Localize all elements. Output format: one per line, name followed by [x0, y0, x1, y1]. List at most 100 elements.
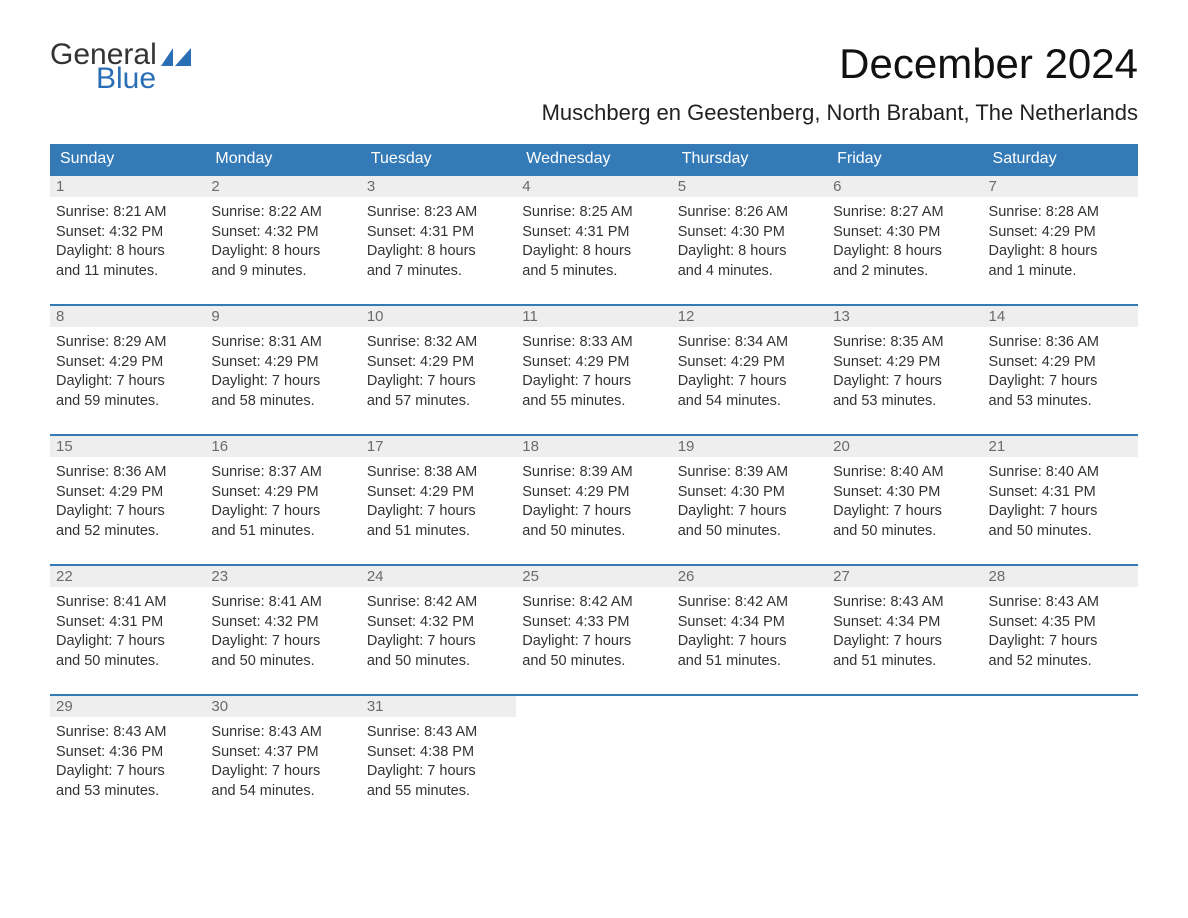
calendar-day-cell: 7Sunrise: 8:28 AMSunset: 4:29 PMDaylight…	[983, 174, 1138, 304]
calendar-day-cell	[983, 694, 1138, 824]
day-sunset: Sunset: 4:29 PM	[833, 353, 974, 373]
calendar-day-cell: 29Sunrise: 8:43 AMSunset: 4:36 PMDayligh…	[50, 694, 205, 824]
weekday-header: Sunday	[50, 144, 205, 174]
calendar-day-cell: 5Sunrise: 8:26 AMSunset: 4:30 PMDaylight…	[672, 174, 827, 304]
day-number: 26	[672, 566, 827, 587]
weekday-header: Wednesday	[516, 144, 671, 174]
day-sunset: Sunset: 4:29 PM	[522, 353, 663, 373]
flag-icon	[161, 48, 191, 66]
day-number: 25	[516, 566, 671, 587]
calendar-day-cell	[516, 694, 671, 824]
day-sunset: Sunset: 4:30 PM	[833, 223, 974, 243]
day-sunset: Sunset: 4:31 PM	[56, 613, 197, 633]
day-number: 29	[50, 696, 205, 717]
day-sunrise: Sunrise: 8:43 AM	[367, 723, 508, 743]
day-number: 23	[205, 566, 360, 587]
day-sunset: Sunset: 4:32 PM	[367, 613, 508, 633]
day-sunset: Sunset: 4:31 PM	[989, 483, 1130, 503]
day-sunrise: Sunrise: 8:29 AM	[56, 333, 197, 353]
day-sunrise: Sunrise: 8:43 AM	[56, 723, 197, 743]
day-dl1: Daylight: 7 hours	[678, 372, 819, 392]
day-details: Sunrise: 8:40 AMSunset: 4:30 PMDaylight:…	[827, 457, 982, 545]
day-dl2: and 59 minutes.	[56, 392, 197, 412]
day-sunrise: Sunrise: 8:21 AM	[56, 203, 197, 223]
day-details: Sunrise: 8:21 AMSunset: 4:32 PMDaylight:…	[50, 197, 205, 285]
day-dl1: Daylight: 7 hours	[522, 372, 663, 392]
day-dl2: and 50 minutes.	[367, 652, 508, 672]
calendar-day-cell: 6Sunrise: 8:27 AMSunset: 4:30 PMDaylight…	[827, 174, 982, 304]
day-dl2: and 55 minutes.	[367, 782, 508, 802]
day-number: 2	[205, 176, 360, 197]
day-sunset: Sunset: 4:29 PM	[989, 353, 1130, 373]
day-details: Sunrise: 8:39 AMSunset: 4:29 PMDaylight:…	[516, 457, 671, 545]
day-sunrise: Sunrise: 8:36 AM	[56, 463, 197, 483]
day-details: Sunrise: 8:42 AMSunset: 4:32 PMDaylight:…	[361, 587, 516, 675]
day-details: Sunrise: 8:28 AMSunset: 4:29 PMDaylight:…	[983, 197, 1138, 285]
day-sunset: Sunset: 4:30 PM	[678, 223, 819, 243]
calendar-day-cell: 15Sunrise: 8:36 AMSunset: 4:29 PMDayligh…	[50, 434, 205, 564]
day-dl1: Daylight: 7 hours	[522, 632, 663, 652]
day-dl1: Daylight: 7 hours	[211, 372, 352, 392]
day-dl2: and 4 minutes.	[678, 262, 819, 282]
day-details: Sunrise: 8:25 AMSunset: 4:31 PMDaylight:…	[516, 197, 671, 285]
day-dl1: Daylight: 7 hours	[211, 762, 352, 782]
calendar-day-cell: 3Sunrise: 8:23 AMSunset: 4:31 PMDaylight…	[361, 174, 516, 304]
day-dl1: Daylight: 7 hours	[989, 502, 1130, 522]
day-dl1: Daylight: 7 hours	[211, 502, 352, 522]
day-sunrise: Sunrise: 8:42 AM	[367, 593, 508, 613]
calendar-day-cell	[827, 694, 982, 824]
day-number: 15	[50, 436, 205, 457]
day-sunrise: Sunrise: 8:41 AM	[211, 593, 352, 613]
day-dl2: and 2 minutes.	[833, 262, 974, 282]
day-dl2: and 50 minutes.	[522, 522, 663, 542]
day-number: 10	[361, 306, 516, 327]
calendar-day-cell: 12Sunrise: 8:34 AMSunset: 4:29 PMDayligh…	[672, 304, 827, 434]
day-sunset: Sunset: 4:29 PM	[211, 483, 352, 503]
day-dl2: and 51 minutes.	[367, 522, 508, 542]
day-sunrise: Sunrise: 8:27 AM	[833, 203, 974, 223]
day-sunrise: Sunrise: 8:23 AM	[367, 203, 508, 223]
day-dl1: Daylight: 7 hours	[989, 372, 1130, 392]
day-details: Sunrise: 8:43 AMSunset: 4:35 PMDaylight:…	[983, 587, 1138, 675]
day-sunset: Sunset: 4:29 PM	[522, 483, 663, 503]
day-number: 19	[672, 436, 827, 457]
day-dl2: and 53 minutes.	[56, 782, 197, 802]
day-sunset: Sunset: 4:31 PM	[367, 223, 508, 243]
calendar-day-cell: 10Sunrise: 8:32 AMSunset: 4:29 PMDayligh…	[361, 304, 516, 434]
calendar-day-cell: 27Sunrise: 8:43 AMSunset: 4:34 PMDayligh…	[827, 564, 982, 694]
day-sunset: Sunset: 4:32 PM	[211, 613, 352, 633]
calendar-day-cell	[672, 694, 827, 824]
day-details: Sunrise: 8:41 AMSunset: 4:32 PMDaylight:…	[205, 587, 360, 675]
day-sunrise: Sunrise: 8:34 AM	[678, 333, 819, 353]
day-dl1: Daylight: 8 hours	[56, 242, 197, 262]
calendar-day-cell: 2Sunrise: 8:22 AMSunset: 4:32 PMDaylight…	[205, 174, 360, 304]
day-details: Sunrise: 8:41 AMSunset: 4:31 PMDaylight:…	[50, 587, 205, 675]
day-sunrise: Sunrise: 8:43 AM	[211, 723, 352, 743]
day-sunrise: Sunrise: 8:43 AM	[833, 593, 974, 613]
day-details: Sunrise: 8:43 AMSunset: 4:38 PMDaylight:…	[361, 717, 516, 805]
month-title: December 2024	[542, 40, 1138, 88]
day-dl1: Daylight: 7 hours	[833, 372, 974, 392]
day-sunset: Sunset: 4:29 PM	[56, 483, 197, 503]
day-number: 12	[672, 306, 827, 327]
day-sunset: Sunset: 4:30 PM	[833, 483, 974, 503]
day-sunrise: Sunrise: 8:31 AM	[211, 333, 352, 353]
day-number: 18	[516, 436, 671, 457]
day-number: 14	[983, 306, 1138, 327]
calendar-day-cell: 13Sunrise: 8:35 AMSunset: 4:29 PMDayligh…	[827, 304, 982, 434]
day-sunset: Sunset: 4:29 PM	[367, 483, 508, 503]
calendar-day-cell: 16Sunrise: 8:37 AMSunset: 4:29 PMDayligh…	[205, 434, 360, 564]
day-number: 17	[361, 436, 516, 457]
day-dl2: and 50 minutes.	[522, 652, 663, 672]
weekday-header: Saturday	[983, 144, 1138, 174]
day-dl1: Daylight: 7 hours	[56, 632, 197, 652]
calendar-day-cell: 14Sunrise: 8:36 AMSunset: 4:29 PMDayligh…	[983, 304, 1138, 434]
day-dl1: Daylight: 7 hours	[56, 372, 197, 392]
day-dl1: Daylight: 8 hours	[989, 242, 1130, 262]
day-number: 16	[205, 436, 360, 457]
day-details: Sunrise: 8:36 AMSunset: 4:29 PMDaylight:…	[50, 457, 205, 545]
day-dl2: and 9 minutes.	[211, 262, 352, 282]
day-number: 11	[516, 306, 671, 327]
logo-word-blue: Blue	[96, 64, 191, 94]
day-dl1: Daylight: 8 hours	[833, 242, 974, 262]
